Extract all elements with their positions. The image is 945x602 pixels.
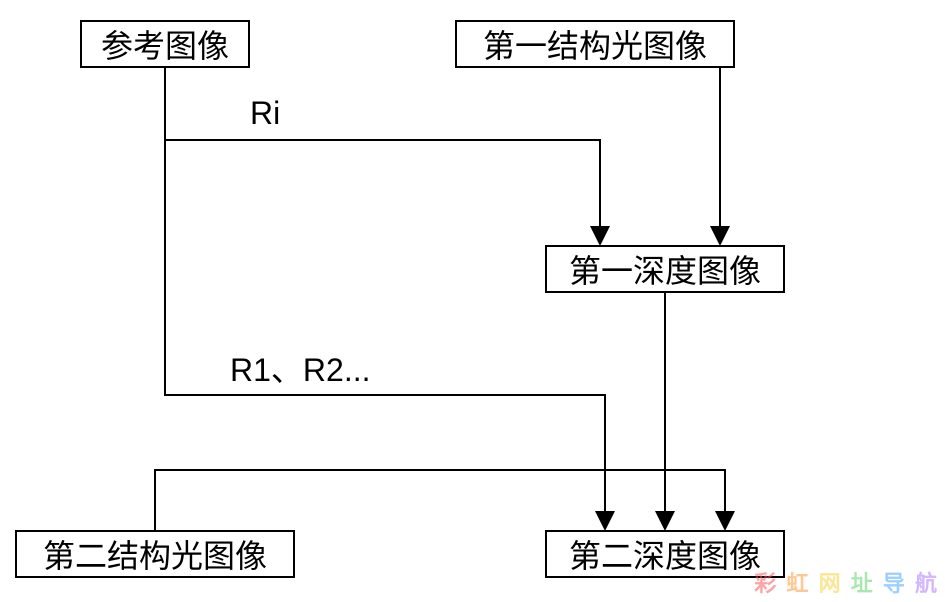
watermark-char: 导: [883, 566, 907, 598]
edge-label-r1-r2: R1、R2...: [230, 345, 371, 391]
node-label: 参考图像: [101, 21, 229, 67]
node-reference-image: 参考图像: [80, 20, 250, 68]
watermark-char: 址: [851, 566, 875, 598]
watermark-char: 网: [819, 566, 843, 598]
watermark-char: 彩: [754, 566, 778, 598]
watermark-char: 航: [915, 566, 939, 598]
edge-ref-to-depth2: [165, 140, 605, 525]
node-label: 第二深度图像: [569, 531, 761, 577]
node-label: 第一结构光图像: [483, 21, 707, 67]
node-label: 第一深度图像: [569, 246, 761, 292]
edges-layer: [0, 0, 945, 602]
watermark: 彩 虹 网 址 导 航: [754, 566, 939, 598]
edge-ref-to-depth1: [165, 68, 600, 240]
watermark-char: 虹: [786, 566, 810, 598]
node-first-depth-image: 第一深度图像: [545, 245, 785, 293]
node-first-structured-light-image: 第一结构光图像: [455, 20, 735, 68]
node-second-structured-light-image: 第二结构光图像: [15, 530, 295, 578]
edge-sl2-to-depth2: [155, 470, 725, 530]
node-second-depth-image: 第二深度图像: [545, 530, 785, 578]
edge-label-ri: Ri: [250, 95, 280, 132]
node-label: 第二结构光图像: [43, 531, 267, 577]
